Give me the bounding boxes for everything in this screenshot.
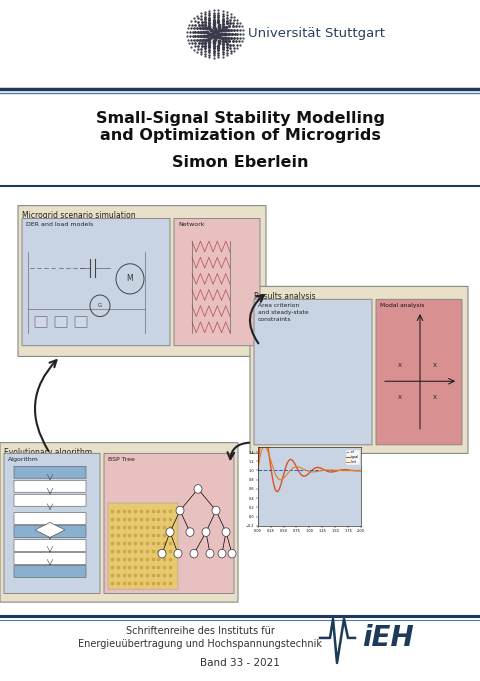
Text: Small-Signal Stability Modelling: Small-Signal Stability Modelling	[96, 111, 384, 126]
FancyBboxPatch shape	[4, 454, 100, 594]
Text: Evolutionary algorithm: Evolutionary algorithm	[4, 448, 92, 457]
FancyBboxPatch shape	[75, 317, 87, 328]
Text: Band 33 - 2021: Band 33 - 2021	[200, 658, 280, 668]
FancyBboxPatch shape	[14, 480, 86, 492]
Text: Network: Network	[178, 222, 204, 227]
Circle shape	[174, 550, 182, 558]
Text: x: x	[398, 362, 402, 368]
Text: Modal analysis: Modal analysis	[380, 302, 424, 308]
Circle shape	[176, 506, 184, 515]
Text: x: x	[398, 394, 402, 400]
FancyBboxPatch shape	[376, 300, 462, 445]
Circle shape	[158, 550, 166, 558]
Text: x: x	[433, 394, 437, 400]
FancyBboxPatch shape	[18, 206, 266, 356]
FancyBboxPatch shape	[14, 552, 86, 565]
Text: iEH: iEH	[362, 624, 414, 652]
Text: Microgrid scenario simulation: Microgrid scenario simulation	[22, 211, 136, 220]
FancyBboxPatch shape	[35, 317, 47, 328]
FancyBboxPatch shape	[174, 219, 260, 346]
FancyBboxPatch shape	[250, 287, 468, 454]
Text: Algorithm: Algorithm	[8, 457, 39, 462]
Legend: ref, signal, limit: ref, signal, limit	[345, 449, 360, 465]
Text: x: x	[433, 362, 437, 368]
FancyBboxPatch shape	[0, 443, 238, 602]
FancyBboxPatch shape	[14, 494, 86, 506]
Text: Simon Eberlein: Simon Eberlein	[172, 155, 308, 170]
Circle shape	[212, 506, 220, 515]
FancyBboxPatch shape	[254, 300, 372, 445]
Polygon shape	[35, 522, 65, 537]
FancyBboxPatch shape	[104, 454, 234, 594]
FancyBboxPatch shape	[22, 219, 170, 346]
Text: Universität Stuttgart: Universität Stuttgart	[248, 27, 385, 40]
Circle shape	[186, 528, 194, 537]
Text: and Optimization of Microgrids: and Optimization of Microgrids	[99, 129, 381, 144]
Text: BSP Tree: BSP Tree	[108, 457, 135, 462]
FancyBboxPatch shape	[108, 503, 178, 589]
FancyBboxPatch shape	[14, 466, 86, 478]
Text: Energieuübertragung und Hochspannungstechnik: Energieuübertragung und Hochspannungstec…	[78, 639, 322, 649]
Circle shape	[228, 550, 236, 558]
FancyBboxPatch shape	[14, 526, 86, 537]
FancyBboxPatch shape	[14, 565, 86, 577]
FancyBboxPatch shape	[14, 513, 86, 524]
Circle shape	[166, 528, 174, 537]
Circle shape	[194, 485, 202, 493]
Circle shape	[222, 528, 230, 537]
Circle shape	[206, 550, 214, 558]
Text: Schriftenreihe des Instituts für: Schriftenreihe des Instituts für	[126, 626, 275, 636]
Circle shape	[190, 550, 198, 558]
Circle shape	[218, 550, 226, 558]
FancyBboxPatch shape	[55, 317, 67, 328]
Text: Results analysis: Results analysis	[254, 291, 316, 301]
Circle shape	[202, 528, 210, 537]
Text: Area criterion
and steady-state
constraints: Area criterion and steady-state constrai…	[258, 302, 309, 321]
Text: DER and load models: DER and load models	[26, 222, 93, 227]
FancyBboxPatch shape	[14, 539, 86, 552]
Text: G: G	[98, 303, 102, 308]
Text: M: M	[127, 274, 133, 283]
